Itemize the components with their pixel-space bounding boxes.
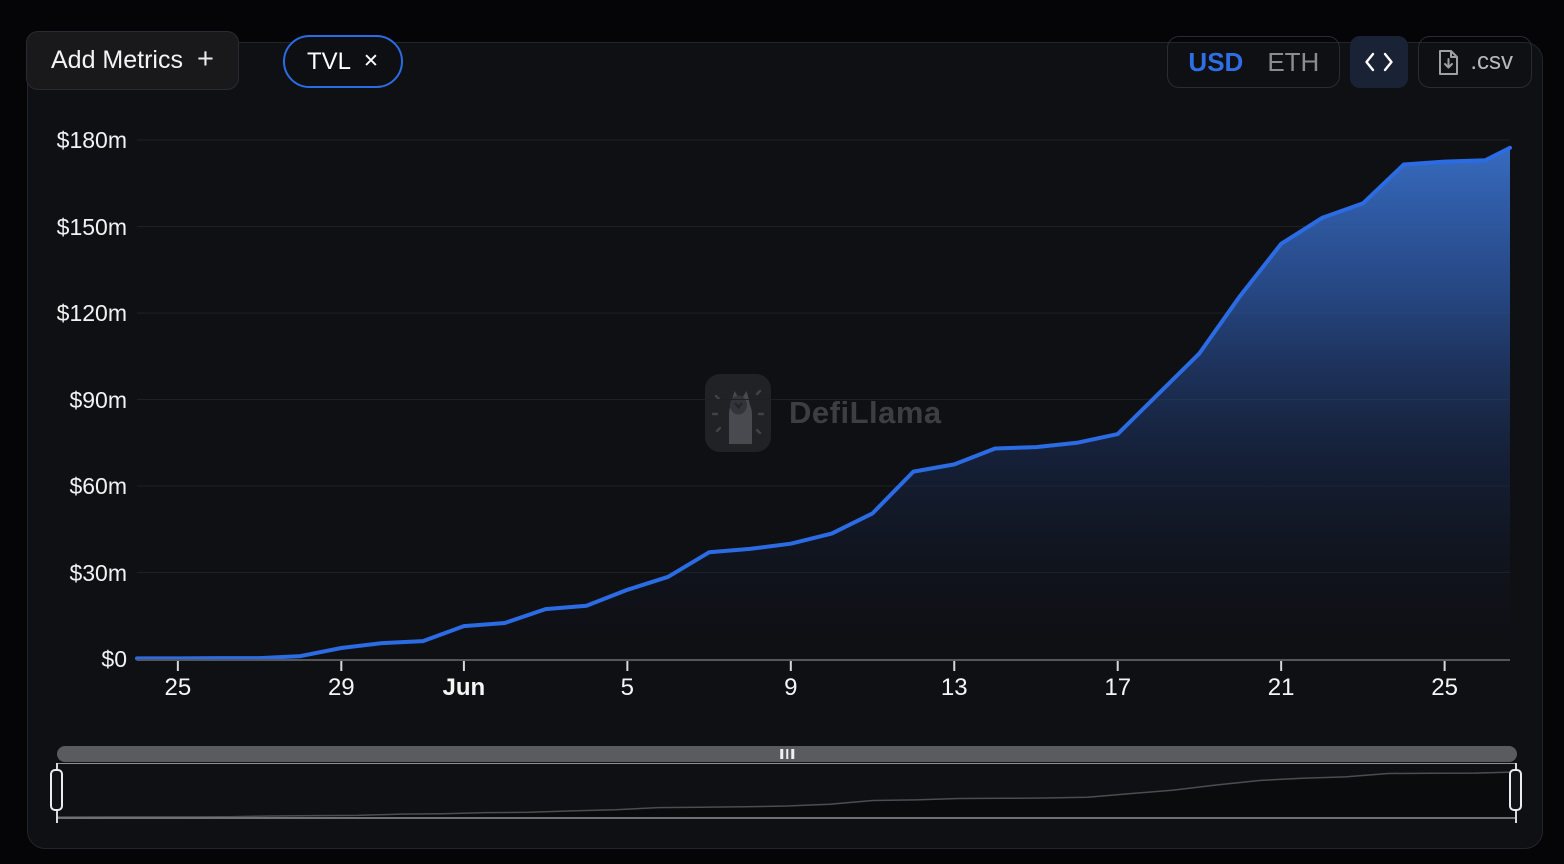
download-csv-button[interactable]: .csv [1418,36,1532,88]
y-axis-label: $90m [69,386,127,413]
y-axis-label: $60m [69,473,127,499]
tvl-line [135,145,1512,661]
x-axis-label: 25 [1431,674,1458,701]
csv-label: .csv [1470,48,1513,75]
x-axis-label: Jun [442,674,486,701]
x-axis-label: 21 [1267,674,1295,701]
y-axis-label: $0 [101,646,127,672]
metric-chip-label: TVL [307,47,352,75]
chart-horizontal-scrollbar[interactable] [57,746,1517,762]
embed-code-button[interactable] [1350,36,1409,88]
navigator-area-fill [57,772,1517,817]
defillama-logo-icon [705,374,771,452]
code-embed-icon [1365,52,1394,72]
x-axis-label: 9 [784,674,798,701]
close-icon[interactable]: ✕ [363,51,379,72]
y-axis-label: $30m [69,559,127,586]
add-metrics-label: Add Metrics [51,46,183,74]
x-axis-label: 29 [327,674,355,701]
defillama-watermark: DefiLlama [705,374,942,452]
navigator-line [56,771,1518,818]
scrollbar-grip-icon[interactable] [780,749,794,759]
range-navigator[interactable] [57,763,1517,819]
x-axis-label: 13 [940,674,968,701]
x-axis-label: 25 [164,674,192,701]
tvl-area-fill [137,147,1510,661]
chart-plot-hover-area[interactable] [137,140,1510,660]
currency-option-eth[interactable]: ETH [1267,46,1320,77]
currency-option-usd[interactable]: USD [1188,46,1244,77]
navigator-left-handle[interactable] [50,769,63,811]
toolbar-right-group: USD ETH .csv [1167,36,1532,88]
x-axis-label: 17 [1104,674,1132,701]
watermark-brand-text: DefiLlama [789,395,942,430]
add-metrics-button[interactable]: Add Metrics + [26,31,239,90]
navigator-right-handle[interactable] [1509,769,1522,811]
y-axis-label: $120m [56,300,127,326]
x-axis-label: 5 [620,674,635,701]
metric-chip-tvl[interactable]: TVL ✕ [283,35,403,88]
file-download-icon [1439,49,1459,75]
currency-toggle[interactable]: USD ETH [1167,36,1341,88]
y-axis-label: $150m [56,213,127,240]
plus-icon: + [196,43,214,75]
y-axis-label: $180m [56,127,127,153]
